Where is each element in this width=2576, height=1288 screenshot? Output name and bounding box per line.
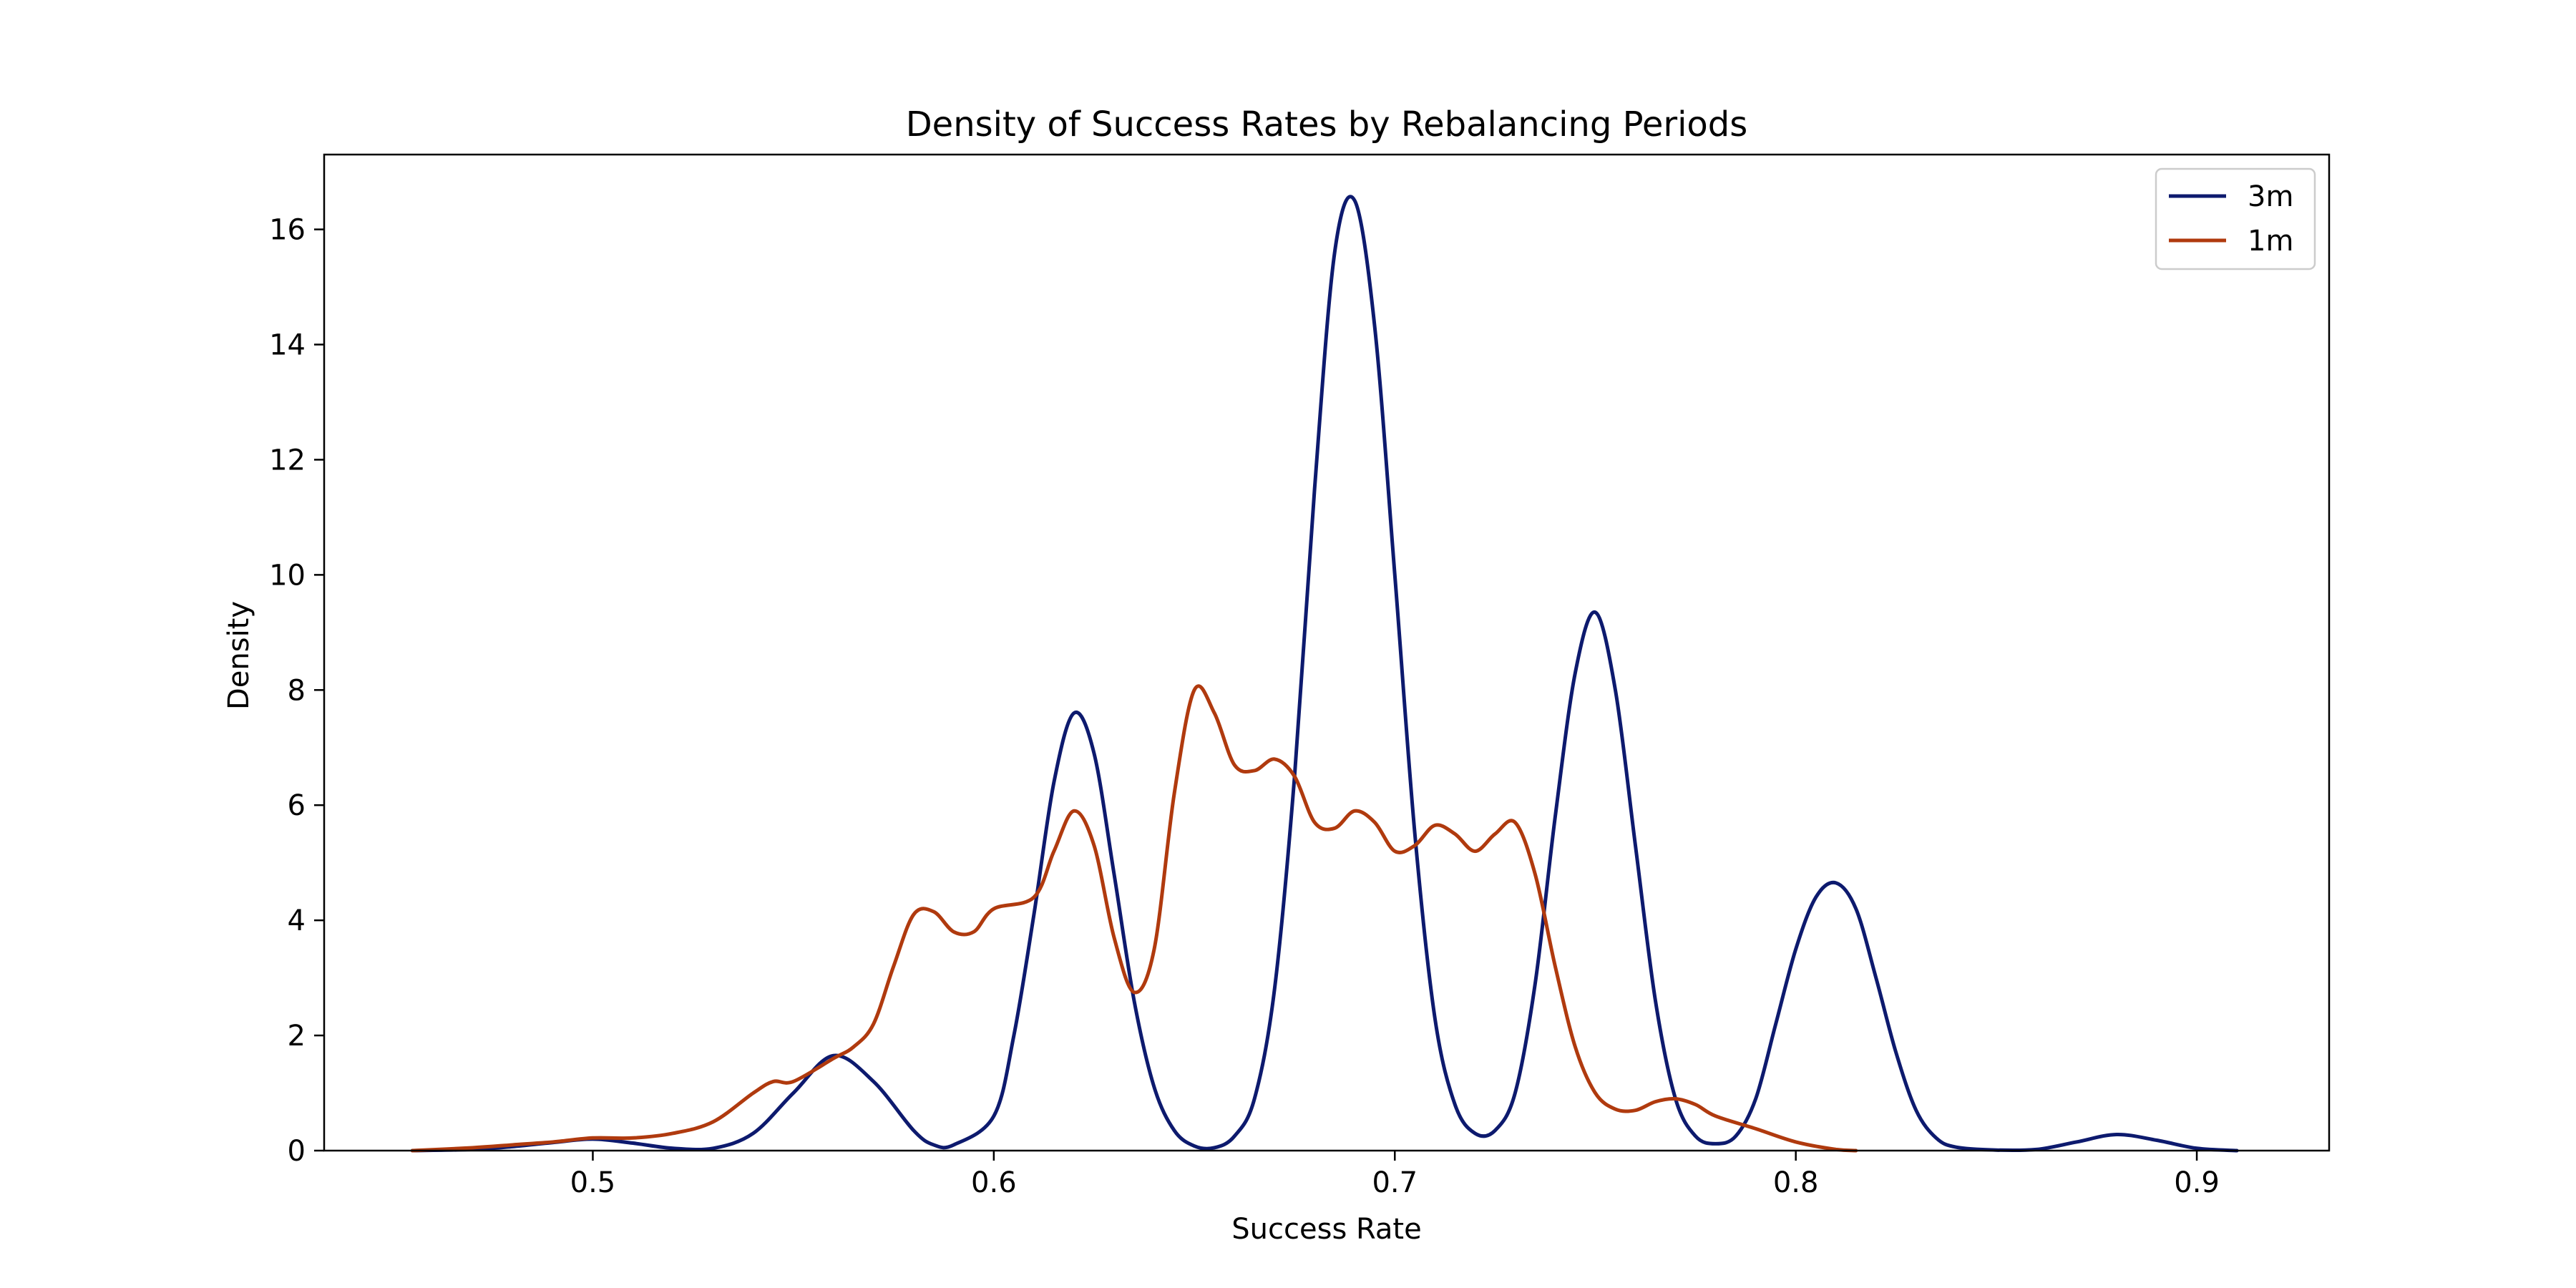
y-tick-label: 0 <box>288 1135 306 1168</box>
y-tick-label: 6 <box>288 789 306 822</box>
x-tick-label: 0.6 <box>971 1166 1017 1199</box>
y-tick-label: 10 <box>269 559 306 592</box>
y-tick-label: 2 <box>288 1020 306 1053</box>
x-tick-label: 0.5 <box>570 1166 616 1199</box>
axes: 0.5 0.6 0.7 0.8 0.9 0 2 4 6 8 10 12 14 16 <box>269 153 2331 1199</box>
series-line-1m <box>410 684 1858 1153</box>
legend-box <box>2155 167 2316 270</box>
y-tick-label: 4 <box>288 904 306 937</box>
y-tick-label: 8 <box>288 674 306 707</box>
legend-label-1m: 1m <box>2248 225 2293 258</box>
plot-area <box>410 195 2239 1153</box>
legend-label-3m: 3m <box>2248 180 2293 213</box>
y-tick-label: 16 <box>269 214 306 247</box>
x-axis-label: Success Rate <box>1231 1213 1421 1246</box>
axes-frame <box>323 153 2331 1152</box>
x-tick-label: 0.8 <box>1773 1166 1819 1199</box>
chart-title: Density of Success Rates by Rebalancing … <box>906 104 1748 145</box>
x-tick-label: 0.9 <box>2174 1166 2220 1199</box>
y-tick-label: 12 <box>269 444 306 477</box>
x-tick-label: 0.7 <box>1372 1166 1418 1199</box>
y-axis-label: Density <box>223 601 255 710</box>
y-tick-label: 14 <box>269 329 306 362</box>
series-line-3m <box>410 195 2239 1153</box>
